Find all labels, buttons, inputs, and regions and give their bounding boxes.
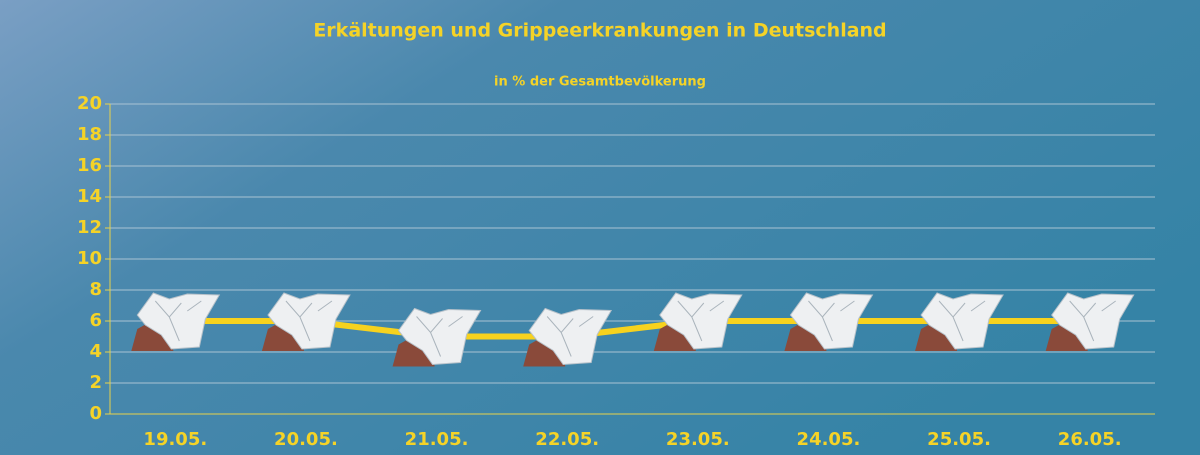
chart-subtitle: in % der Gesamtbevölkerung — [494, 75, 706, 90]
y-tick-label: 14 — [77, 186, 102, 207]
tissue — [1051, 292, 1135, 350]
x-tick-label: 20.05. — [274, 429, 338, 450]
tissue-marker — [523, 307, 613, 367]
tissue — [789, 292, 874, 350]
tissue-fold — [285, 300, 333, 342]
tissue-fold — [154, 300, 202, 342]
x-tick-label: 25.05. — [927, 429, 991, 450]
tissue — [528, 307, 613, 366]
tissue-fold — [938, 300, 986, 342]
y-tick-label: 16 — [77, 155, 102, 176]
tissue-marker — [131, 292, 221, 351]
tissue-marker — [784, 292, 874, 351]
x-tick-label: 21.05. — [405, 429, 469, 450]
tissue — [659, 292, 743, 350]
tissue — [397, 307, 482, 366]
tissue — [267, 292, 351, 350]
tissue-marker — [915, 292, 1004, 351]
tissue-marker — [1045, 292, 1135, 351]
y-tick-label: 12 — [77, 217, 102, 238]
x-tick-label: 22.05. — [535, 429, 599, 450]
tissue-fold — [677, 300, 725, 342]
tissue — [920, 292, 1004, 350]
chart-title: Erkältungen und Grippeerkrankungen in De… — [313, 20, 886, 42]
y-tick-label: 8 — [89, 279, 102, 300]
tissue-fold — [546, 316, 594, 357]
x-tick-label: 23.05. — [666, 429, 730, 450]
tissue — [136, 292, 221, 350]
y-tick-label: 2 — [89, 372, 102, 393]
tissue-marker — [392, 307, 482, 367]
y-tick-label: 0 — [89, 403, 102, 424]
y-tick-label: 4 — [89, 341, 102, 362]
y-tick-label: 10 — [77, 248, 102, 269]
tissue-fold — [1069, 300, 1116, 342]
tissue-fold — [808, 300, 855, 342]
y-tick-label: 18 — [77, 124, 102, 145]
tissue-marker — [261, 292, 351, 351]
tissue-marker — [653, 292, 743, 351]
tissue-fold — [416, 316, 463, 357]
y-tick-label: 6 — [89, 310, 102, 331]
y-tick-label: 20 — [77, 93, 102, 114]
x-tick-label: 19.05. — [143, 429, 207, 450]
x-tick-label: 26.05. — [1058, 429, 1122, 450]
x-tick-label: 24.05. — [797, 429, 861, 450]
